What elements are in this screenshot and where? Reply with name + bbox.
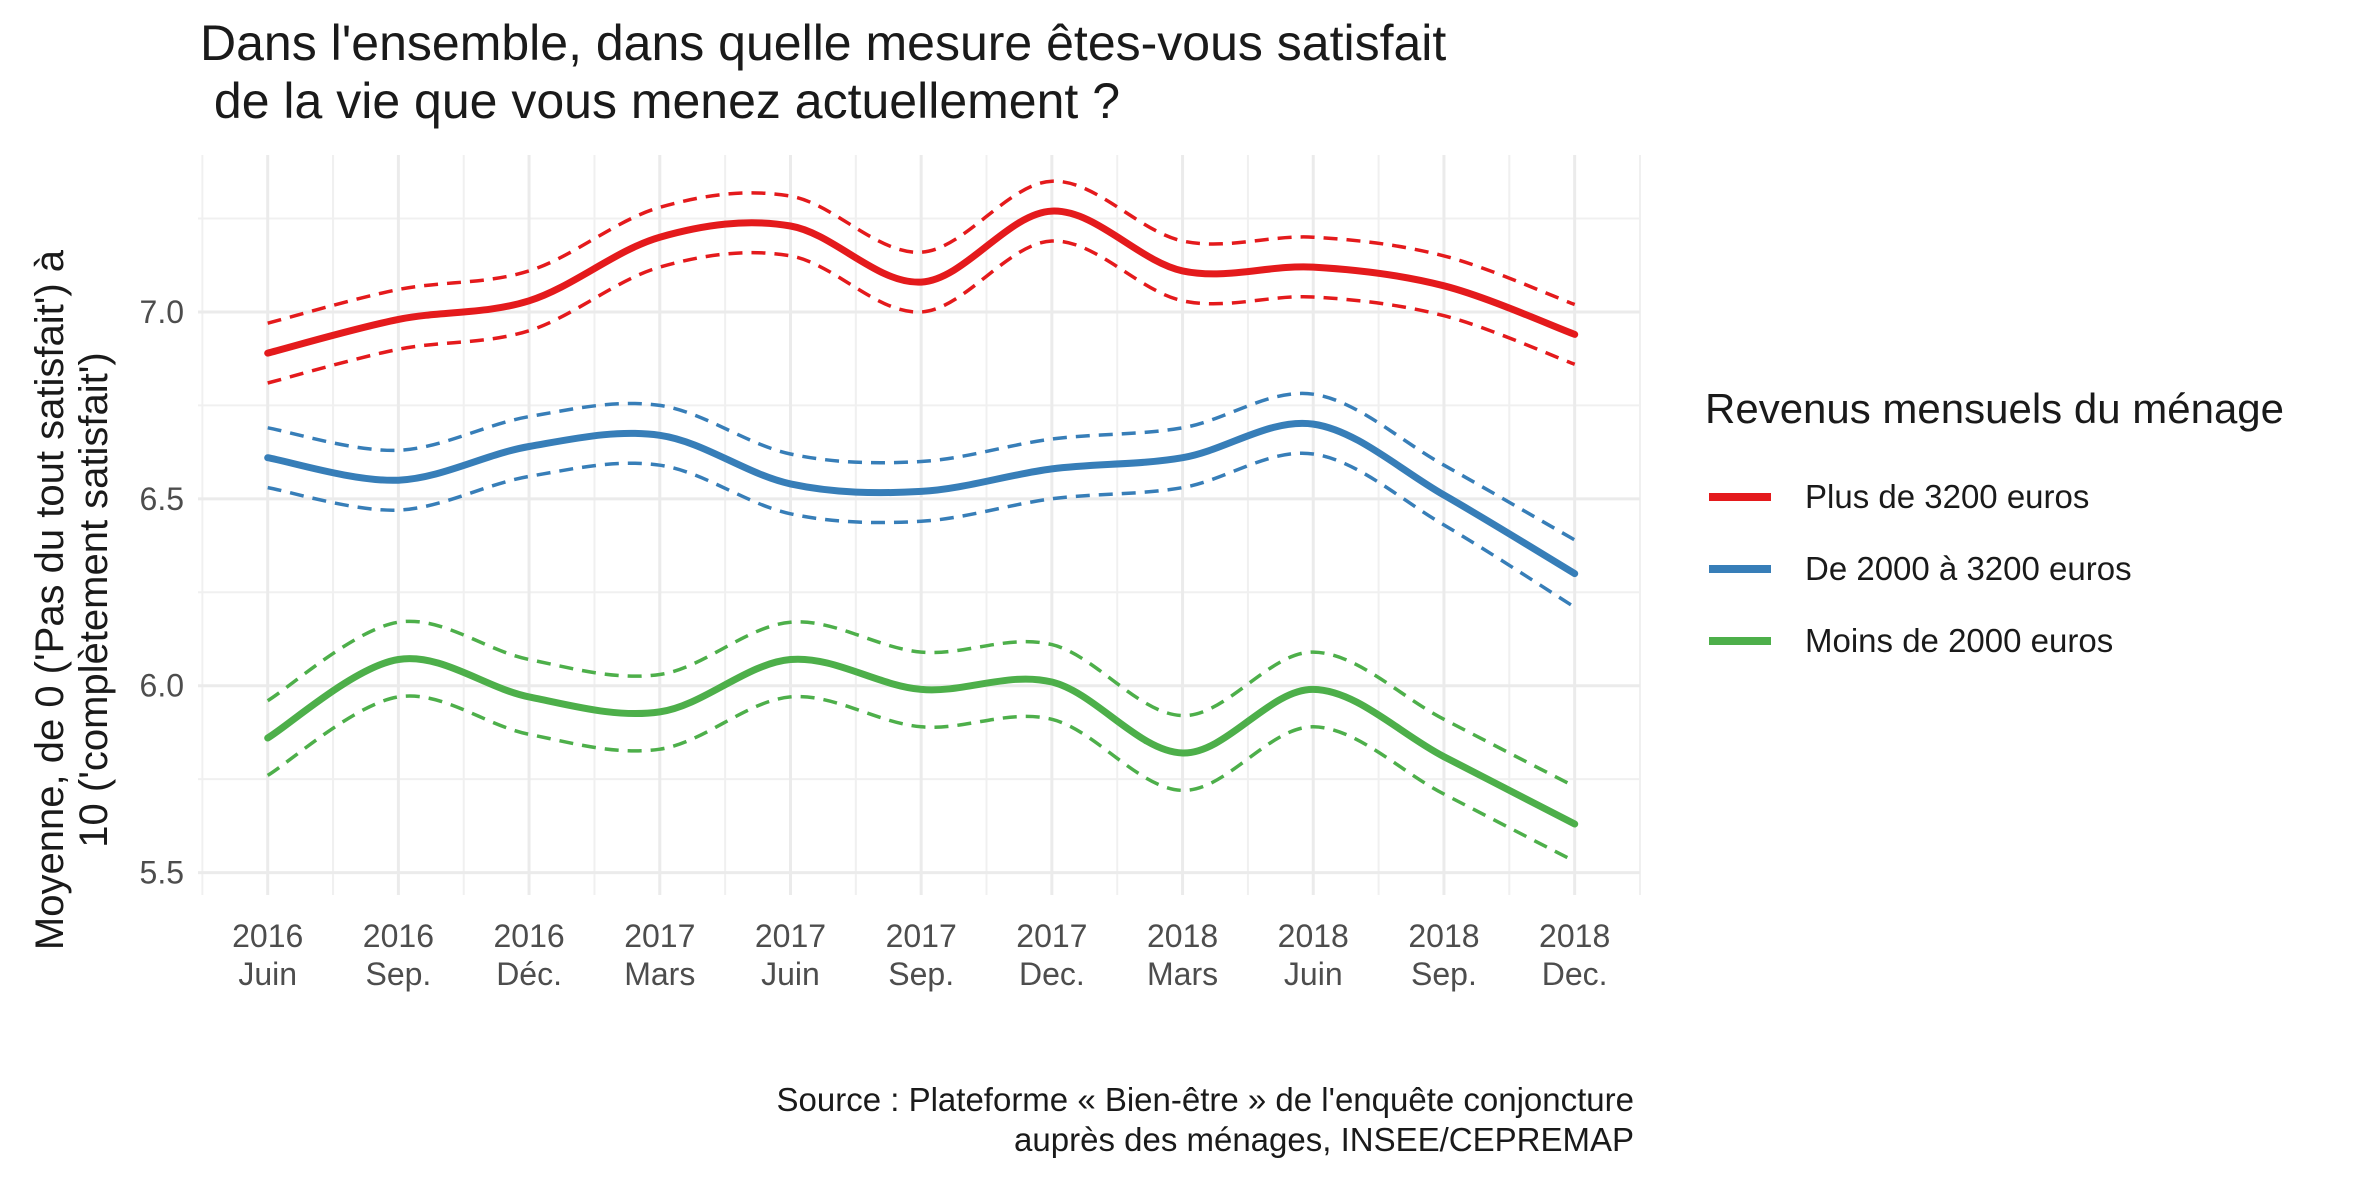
x-tick-label-month: Juin [238,956,297,992]
legend-swatch-low-income [1709,637,1771,645]
x-tick-label-year: 2018 [1539,918,1610,954]
x-tick-label-year: 2016 [493,918,564,954]
legend-item-low-income: Moins de 2000 euros [1705,605,2284,677]
ci-lower-low-income [266,694,1576,863]
x-tick-label-month: Dec. [1019,956,1085,992]
ci-lower-high-income [267,239,1576,385]
y-tick-label: 7.0 [140,294,184,330]
x-tick-label-year: 2017 [624,918,695,954]
x-tick-label-month: Mars [624,956,695,992]
x-tick-label-year: 2018 [1408,918,1479,954]
x-tick-label-year: 2016 [232,918,303,954]
series-line-low-income [264,655,1579,828]
x-tick-label-year: 2016 [363,918,434,954]
ci-upper-low-income [266,619,1576,789]
series-line-high-income [264,207,1579,357]
y-tick-label: 6.0 [140,668,184,704]
x-tick-label-year: 2018 [1278,918,1349,954]
x-tick-label-month: Sep. [365,956,431,992]
x-tick-label-month: Mars [1147,956,1218,992]
x-tick-label-month: Dec. [1542,956,1608,992]
x-tick-label-year: 2017 [1016,918,1087,954]
chart-title: Dans l'ensemble, dans quelle mesure êtes… [200,15,1447,129]
source-caption: Source : Plateforme « Bien-être » de l'e… [776,1081,1634,1158]
x-tick-label-year: 2017 [755,918,826,954]
ci-upper-middle-income [267,391,1576,542]
x-tick-label-year: 2017 [886,918,957,954]
legend-label-middle-income: De 2000 à 3200 euros [1805,550,2132,587]
legend-label-high-income: Plus de 3200 euros [1805,478,2090,515]
ci-upper-high-income [267,179,1576,325]
legend-swatch-middle-income [1709,565,1771,573]
legend-title: Revenus mensuels du ménage [1705,385,2285,432]
ci-lower-middle-income [267,451,1576,609]
x-tick-label-month: Déc. [496,956,562,992]
legend: Revenus mensuels du ménage Plus de 3200 … [1705,385,2284,677]
x-tick-label-year: 2018 [1147,918,1218,954]
legend-swatch-high-income [1709,493,1771,501]
series-line-middle-income [264,419,1579,578]
legend-item-high-income: Plus de 3200 euros [1705,461,2284,533]
x-tick-label-month: Sep. [1411,956,1477,992]
x-tick-label-month: Juin [1284,956,1343,992]
x-tick-label-month: Juin [761,956,820,992]
y-tick-label: 6.5 [140,481,184,517]
y-tick-label: 5.5 [140,855,184,891]
x-tick-label-month: Sep. [888,956,954,992]
legend-label-low-income: Moins de 2000 euros [1805,622,2114,659]
legend-item-middle-income: De 2000 à 3200 euros [1705,533,2284,605]
